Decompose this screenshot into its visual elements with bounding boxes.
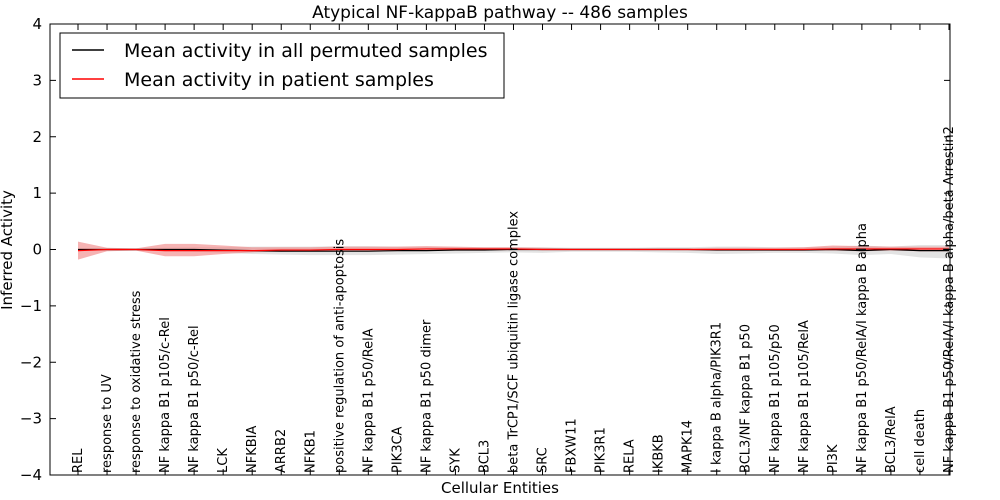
x-tick-label: BCL3/RelA [884,406,899,473]
x-tick-label: REL [71,448,86,473]
x-tick-label: RELA [623,439,638,473]
legend: Mean activity in all permuted samples Mea… [59,32,505,99]
y-tick-label: −3 [20,410,42,428]
plot-frame [49,23,951,476]
x-tick-label: NF kappa B1 p50 dimer [419,319,434,473]
x-tick-label: IKBKB [652,434,667,473]
x-axis-label: Cellular Entities [441,479,559,497]
x-tick-label: response to UV [100,374,115,473]
legend-label: Mean activity in all permuted samples [124,40,487,62]
chart-title: Atypical NF-kappaB pathway -- 486 sample… [312,3,688,23]
x-tick-label: beta TrCP1/SCF ubiquitin ligase complex [506,211,521,473]
y-tick-label: −2 [20,353,42,371]
y-axis-label: Inferred Activity [0,190,16,310]
x-tick-label: NF kappa B1 p105/p50 [768,324,783,473]
x-tick-label: NF kappa B1 p105/c-Rel [158,317,173,473]
x-tick-label: response to oxidative stress [129,290,144,473]
x-tick-label: FBXW11 [565,418,580,473]
x-tick-label: SRC [536,447,551,473]
x-tick-label: NFKBIA [245,426,260,473]
x-tick-label: NF kappa B1 p105/RelA [797,320,812,473]
x-tick-label: BCL3/NF kappa B1 p50 [739,324,754,473]
x-tick-label: NFKB1 [303,430,318,473]
series-lines [77,248,949,252]
x-tick-label: PI3K [826,444,841,473]
y-ticks: −4 −3 −2 −1 0 1 2 3 4 [20,15,950,484]
x-tick-label: positive regulation of anti-apoptosis [332,239,347,473]
x-tick-label: NF kappa B1 p50/RelA/I kappa B alpha/bet… [942,126,957,473]
x-ticks [77,24,950,475]
y-tick-label: −1 [20,297,42,315]
x-tick-label: MAPK14 [681,420,696,473]
x-tick-label: LCK [216,448,231,473]
legend-box [59,32,505,99]
x-tick-label: SYK [448,448,463,473]
patient-mean-line [77,248,949,252]
y-tick-label: 1 [32,184,42,202]
x-tick-label: cell death [913,409,928,473]
x-tick-label: PIK3CA [390,426,405,473]
y-tick-label: 2 [32,128,42,146]
legend-label: Mean activity in patient samples [124,69,434,91]
x-tick-label: I kappa B alpha/PIK3R1 [710,322,725,473]
y-tick-label: 0 [32,241,42,259]
x-tick-label: NF kappa B1 p50/c-Rel [187,325,202,473]
x-tick-label: PIK3R1 [594,427,609,473]
y-tick-label: 4 [32,15,42,33]
y-tick-label: −4 [20,466,42,484]
x-tick-label: NF kappa B1 p50/RelA/I kappa B alpha [855,223,870,473]
x-tick-label: ARRB2 [274,429,289,473]
x-tick-labels: REL response to UV response to oxidative s… [71,126,957,473]
x-tick-label: BCL3 [477,440,492,473]
y-tick-label: 3 [32,71,42,89]
x-tick-label: NF kappa B1 p50/RelA [361,328,376,473]
